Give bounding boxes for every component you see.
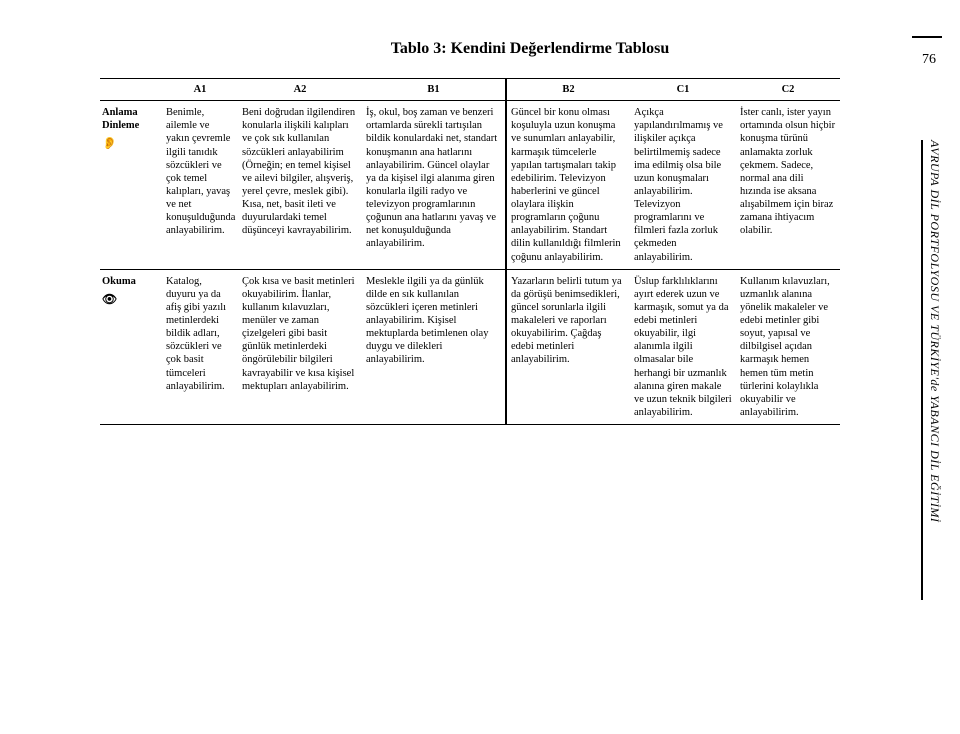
table-cell: İster canlı, ister yayın ortamında olsun… — [736, 101, 840, 270]
column-header: A2 — [238, 78, 362, 101]
table-cell: Açıkça yapılandırılmamış ve ilişkiler aç… — [630, 101, 736, 270]
column-header — [100, 78, 162, 101]
table-cell: Katalog, duyuru ya da afiş gibi yazılı m… — [162, 270, 238, 425]
self-assessment-table: A1A2B1B2C1C2 Anlama Dinleme👂Benimle, aile… — [100, 78, 900, 425]
table-title: Tablo 3: Kendini Değerlendirme Tablosu — [160, 40, 900, 58]
column-header: A1 — [162, 78, 238, 101]
table-cell: İş, okul, boş zaman ve benzeri ortamlard… — [362, 101, 506, 270]
row-label: Okuma👁 — [100, 270, 162, 425]
table-cell: Beni doğrudan ilgilendiren konularla ili… — [238, 101, 362, 270]
column-header: C2 — [736, 78, 840, 101]
table-cell: Çok kısa ve basit metinleri okuyabilirim… — [238, 270, 362, 425]
row-icon: 👂 — [102, 136, 160, 151]
row-label: Anlama Dinleme👂 — [100, 101, 162, 270]
column-header: B1 — [362, 78, 506, 101]
table-cell: Benimle, ailemle ve yakın çevremle ilgil… — [162, 101, 238, 270]
side-title: AVRUPA DİL PORTFOLYOSU VE TÜRKİYE'de YAB… — [921, 140, 942, 600]
table-cell: Meslekle ilgili ya da günlük dilde en sı… — [362, 270, 506, 425]
table-cell: Yazarların belirli tutum ya da görüşü be… — [506, 270, 630, 425]
table-cell: Güncel bir konu olması koşuluyla uzun ko… — [506, 101, 630, 270]
column-header: C1 — [630, 78, 736, 101]
row-icon: 👁 — [102, 292, 160, 307]
page-number: 76 — [922, 52, 936, 68]
column-header: B2 — [506, 78, 630, 101]
table-cell: Kullanım kılavuzları, uzmanlık alanına y… — [736, 270, 840, 425]
table-cell: Üslup farklılıklarını ayırt ederek uzun … — [630, 270, 736, 425]
